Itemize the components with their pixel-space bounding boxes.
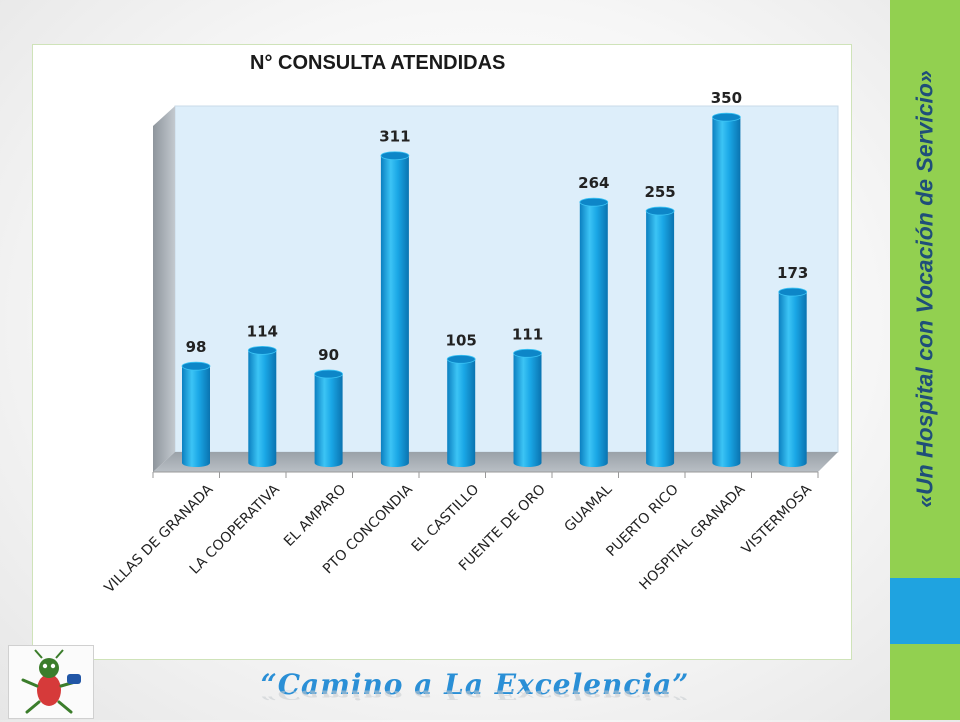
bar-top xyxy=(645,206,675,216)
x-tick-label: VISTERMOSA xyxy=(739,481,815,557)
bar-body xyxy=(248,350,277,467)
bar-body xyxy=(182,366,210,467)
bar-top xyxy=(513,348,542,358)
data-label: 264 xyxy=(578,174,609,192)
data-label: 105 xyxy=(446,331,477,349)
bar-top xyxy=(247,345,277,355)
bar xyxy=(314,369,344,467)
data-label: 255 xyxy=(644,183,675,201)
bar-body xyxy=(314,374,343,467)
chart-title: N° CONSULTA ATENDIDAS xyxy=(250,52,506,74)
plot-side-wall xyxy=(153,106,175,472)
bar xyxy=(446,354,476,467)
bar-body xyxy=(712,117,741,467)
x-tick-label: GUAMAL xyxy=(561,481,615,535)
data-label: 173 xyxy=(777,264,808,282)
bar-body xyxy=(778,292,807,467)
x-tick-label: VILLAS DE GRANADA xyxy=(102,481,217,596)
bar xyxy=(778,287,808,467)
data-label: 311 xyxy=(379,128,410,146)
bar-top xyxy=(778,287,808,297)
bar-body xyxy=(646,211,675,467)
data-label: 98 xyxy=(186,338,207,356)
data-label: 90 xyxy=(318,346,339,364)
data-label: 111 xyxy=(512,325,543,343)
bar xyxy=(181,361,211,467)
bar xyxy=(380,151,410,467)
bar-top xyxy=(314,369,344,379)
motto: “Camino a La Excelencia” xyxy=(260,668,690,701)
motto-reflection: “Camino a La Excelencia” xyxy=(260,687,690,702)
bar-body xyxy=(380,155,409,467)
bar xyxy=(712,112,741,467)
bars-group xyxy=(181,112,808,467)
slogan-band: «Un Hospital con Vocación de Servicio» xyxy=(890,0,960,720)
bar-body xyxy=(447,359,476,467)
band-blue xyxy=(890,578,960,644)
bar-body xyxy=(513,353,542,467)
bar-top xyxy=(380,151,410,161)
band-green-bottom xyxy=(890,644,960,720)
x-tick-label: EL AMPARO xyxy=(281,482,349,550)
ant-mascot-icon xyxy=(21,649,81,714)
bar-top xyxy=(446,354,476,364)
bar xyxy=(247,345,277,467)
bar-body xyxy=(579,202,608,467)
hospital-logo xyxy=(8,645,94,719)
bar xyxy=(513,348,542,467)
bar-top xyxy=(712,112,741,122)
data-label: 114 xyxy=(247,322,278,340)
bar xyxy=(579,197,609,467)
bar-top xyxy=(181,361,211,371)
bar xyxy=(645,206,675,467)
data-label: 350 xyxy=(711,89,742,107)
band-green-top xyxy=(890,0,960,578)
x-tick-label: EL CASTILLO xyxy=(409,482,483,556)
bar-top xyxy=(579,197,609,207)
